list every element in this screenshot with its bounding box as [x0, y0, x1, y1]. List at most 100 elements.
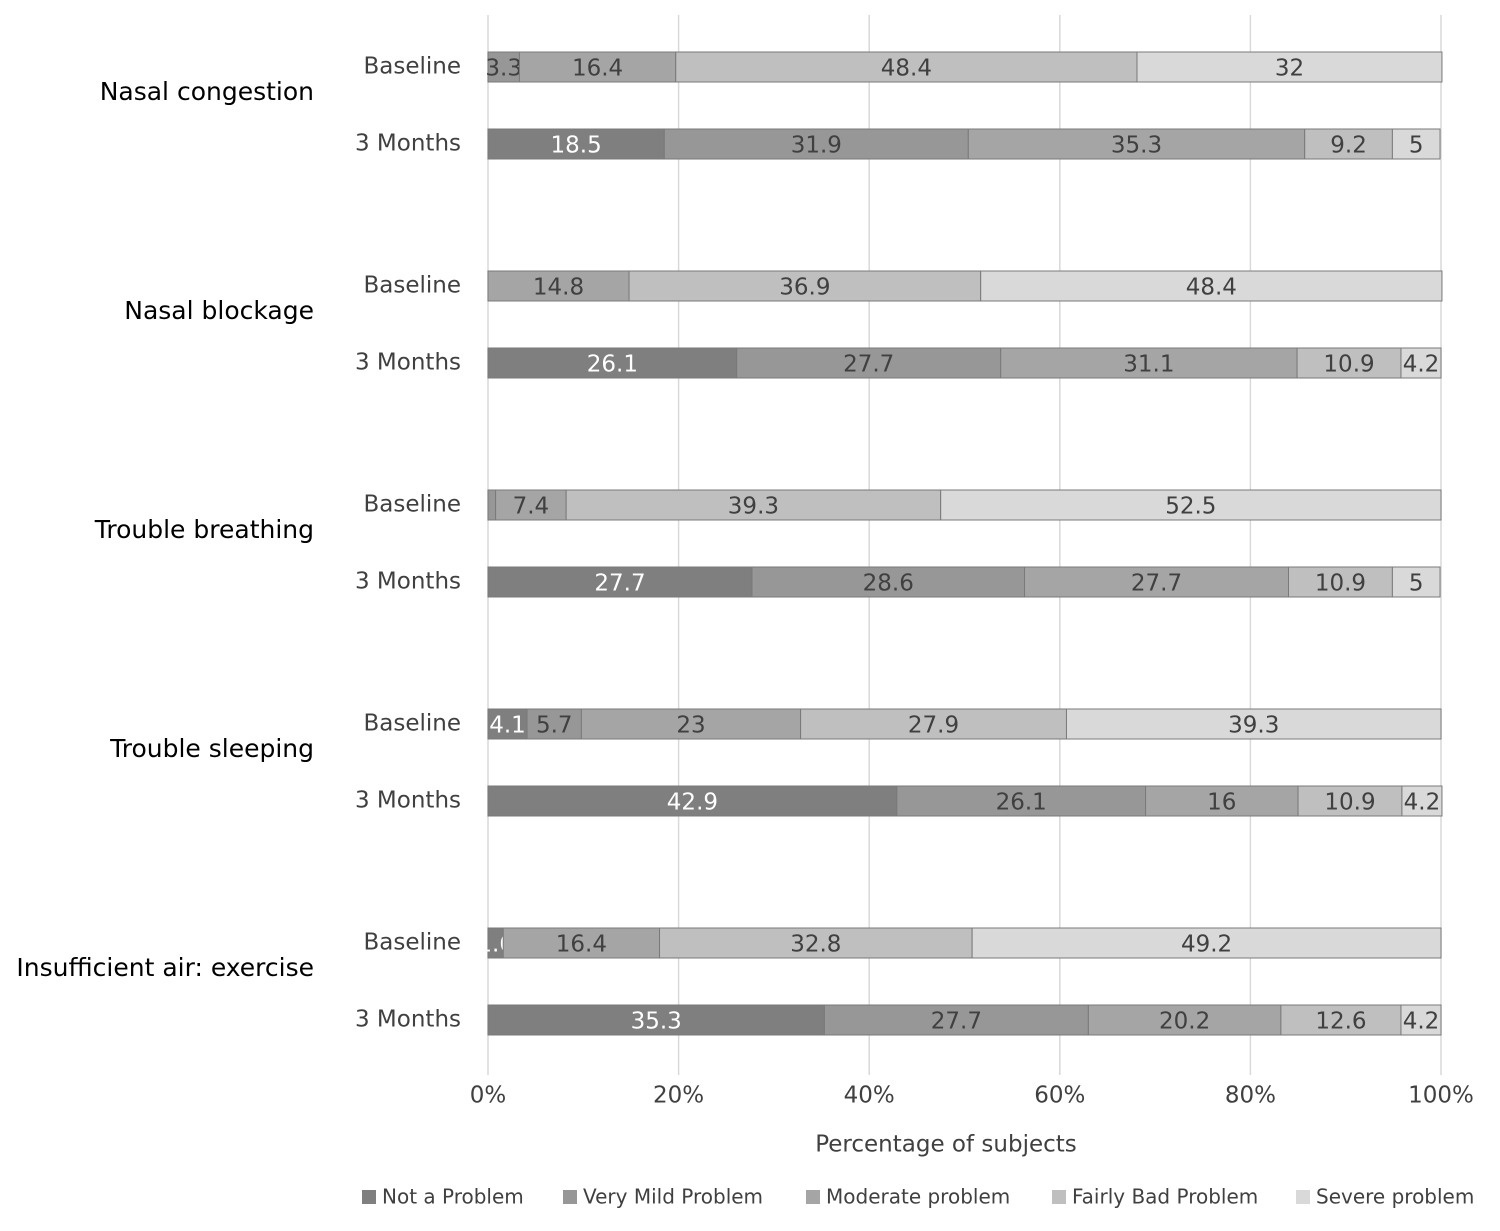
- legend-swatch: [806, 1190, 820, 1204]
- data-label: 10.9: [1324, 790, 1375, 816]
- bar-segment: [1304, 128, 1393, 160]
- bar-segment: [1145, 785, 1299, 817]
- data-label: 4.2: [1404, 790, 1441, 816]
- y-tick-label: Baseline: [363, 492, 461, 518]
- data-label: 48.4: [1186, 275, 1237, 301]
- x-axis-title: Percentage of subjects: [815, 1132, 1077, 1158]
- bar-segment: [487, 270, 630, 302]
- bar-segment: [1391, 566, 1441, 598]
- data-label: 35.3: [1111, 133, 1162, 159]
- legend-label: Not a Problem: [382, 1185, 524, 1209]
- bar-segment: [980, 270, 1443, 302]
- group-label: Insufficient air: exercise: [16, 953, 314, 982]
- data-label: 10.9: [1323, 352, 1374, 378]
- data-label: 16.4: [556, 932, 607, 958]
- data-label: 18.5: [551, 133, 602, 159]
- data-label: 35.3: [631, 1009, 682, 1035]
- y-tick-label: Baseline: [363, 54, 461, 80]
- legend-label: Very Mild Problem: [583, 1185, 763, 1209]
- data-label: 39.3: [1228, 713, 1279, 739]
- y-tick-label: 3 Months: [355, 788, 461, 814]
- group-label: Trouble breathing: [94, 515, 314, 544]
- legend-label: Fairly Bad Problem: [1072, 1185, 1258, 1209]
- y-tick-label: Baseline: [363, 273, 461, 299]
- bar-segment: [967, 128, 1306, 160]
- data-label: 20.2: [1159, 1009, 1210, 1035]
- x-tick-label: 80%: [1225, 1083, 1276, 1109]
- bar-segment: [487, 785, 898, 817]
- bar-segment: [736, 347, 1002, 379]
- group-label: Nasal blockage: [124, 296, 314, 325]
- y-tick-label: Baseline: [363, 711, 461, 737]
- data-label: 4.1: [489, 713, 526, 739]
- bar-segment: [1400, 347, 1442, 379]
- bar-segment: [526, 708, 582, 740]
- x-tick-label: 40%: [844, 1083, 895, 1109]
- data-label: 32.8: [790, 932, 841, 958]
- bar-segment: [971, 927, 1442, 959]
- legend-swatch: [1296, 1190, 1310, 1204]
- bar-segment: [487, 489, 497, 521]
- bar-segment: [823, 1004, 1089, 1036]
- bar-segment: [487, 51, 520, 83]
- data-label: 5.7: [536, 713, 573, 739]
- y-tick-label: 3 Months: [355, 1007, 461, 1033]
- x-tick-label: 60%: [1034, 1083, 1085, 1109]
- data-label: 32: [1275, 56, 1304, 82]
- group-label: Trouble sleeping: [109, 734, 314, 763]
- bar-segment: [1391, 128, 1441, 160]
- data-label: 49.2: [1181, 932, 1232, 958]
- data-label: 31.9: [791, 133, 842, 159]
- bar-segment: [1087, 1004, 1282, 1036]
- group-label: Nasal congestion: [100, 77, 314, 106]
- y-tick-label: 3 Months: [355, 350, 461, 376]
- bar-segment: [580, 708, 802, 740]
- data-label: 9.2: [1330, 133, 1367, 159]
- legend-swatch: [563, 1190, 577, 1204]
- x-tick-label: 0%: [470, 1083, 507, 1109]
- legend-label: Moderate problem: [826, 1185, 1010, 1209]
- data-label: 14.8: [533, 275, 584, 301]
- bar-segment: [800, 708, 1067, 740]
- data-label: 16.4: [572, 56, 623, 82]
- x-tick-label: 100%: [1408, 1083, 1474, 1109]
- data-label: 5: [1409, 133, 1424, 159]
- y-tick-label: Baseline: [363, 930, 461, 956]
- bar-segment: [1065, 708, 1442, 740]
- bar-segment: [487, 566, 753, 598]
- data-label: 7.4: [513, 494, 550, 520]
- data-label: 48.4: [881, 56, 932, 82]
- bar-segment: [487, 708, 528, 740]
- data-label: 52.5: [1165, 494, 1216, 520]
- bar-segment: [1136, 51, 1443, 83]
- data-label: 26.1: [996, 790, 1047, 816]
- bar-segment: [1400, 1004, 1442, 1036]
- data-label: 5: [1409, 571, 1424, 597]
- bar-segment: [495, 489, 567, 521]
- x-tick-label: 20%: [653, 1083, 704, 1109]
- data-label: 31.1: [1123, 352, 1174, 378]
- legend-label: Severe problem: [1316, 1185, 1474, 1209]
- y-tick-label: 3 Months: [355, 131, 461, 157]
- bar-segment: [1401, 785, 1443, 817]
- y-tick-label: 3 Months: [355, 569, 461, 595]
- data-label: 26.1: [587, 352, 638, 378]
- bar-segment: [487, 347, 738, 379]
- bar-segment: [1024, 566, 1290, 598]
- data-label: 27.7: [843, 352, 894, 378]
- data-label: 23: [676, 713, 705, 739]
- data-label: 27.7: [594, 571, 645, 597]
- data-label: 39.3: [728, 494, 779, 520]
- data-label: 4.2: [1403, 352, 1440, 378]
- data-label: 27.7: [1131, 571, 1182, 597]
- bar-segment: [502, 927, 661, 959]
- data-label: 42.9: [667, 790, 718, 816]
- legend-swatch: [1052, 1190, 1066, 1204]
- bar-segment: [663, 128, 969, 160]
- data-label: 10.9: [1315, 571, 1366, 597]
- bar-segment: [659, 927, 973, 959]
- data-label: 36.9: [779, 275, 830, 301]
- data-label: 27.9: [908, 713, 959, 739]
- data-label: 28.6: [863, 571, 914, 597]
